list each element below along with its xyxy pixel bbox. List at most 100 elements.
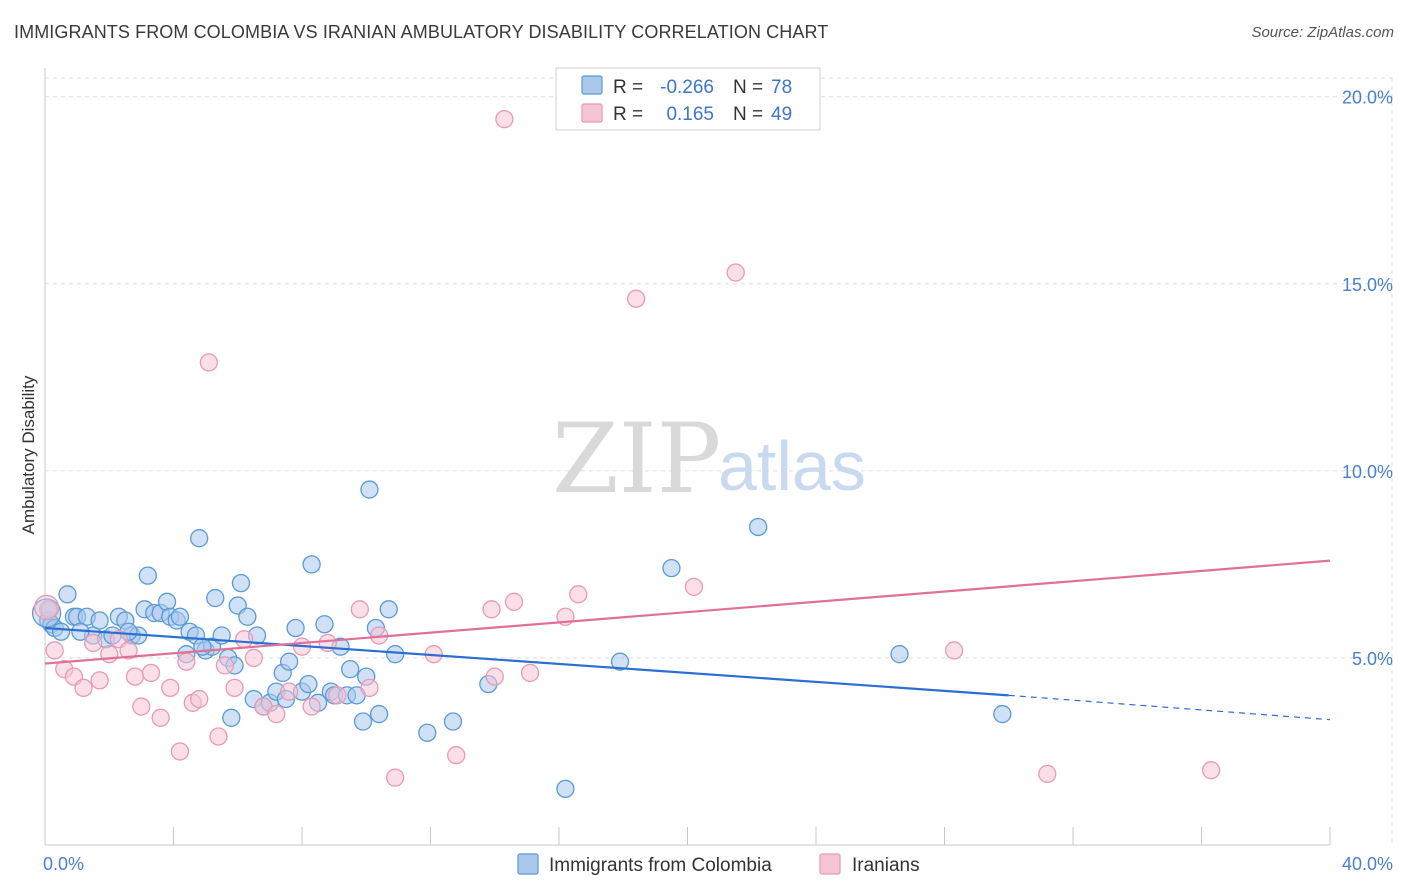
iranians-point-33 <box>360 678 379 698</box>
colombia-point-36 <box>231 573 251 593</box>
bottom-legend-swatch-iranians <box>819 853 841 875</box>
iranians-point-32 <box>350 600 369 619</box>
chart-title: IMMIGRANTS FROM COLOMBIA VS IRANIAN AMBU… <box>14 22 829 42</box>
colombia-point-65 <box>418 723 437 742</box>
iranians-cluster-point <box>33 594 60 621</box>
watermark: ZIP atlas <box>552 403 866 515</box>
bottom-legend-swatch-colombia <box>517 853 539 875</box>
legend-r-value-colombia: -0.266 <box>660 77 714 98</box>
legend-swatch-colombia <box>581 75 603 95</box>
series-iranians <box>39 110 1057 787</box>
iranians-point-27 <box>279 682 299 701</box>
colombia-point-72 <box>890 645 909 664</box>
iranians-point-16 <box>177 652 196 671</box>
colombia-point-58 <box>353 712 373 731</box>
extra-point-0 <box>1201 761 1221 780</box>
iranians-point-10 <box>125 667 145 686</box>
watermark-zip: ZIP <box>552 403 721 515</box>
iranians-point-40 <box>504 592 524 611</box>
y-tick-labels: 5.0% 10.0% 15.0% 20.0% <box>1342 88 1393 669</box>
iranians-point-23 <box>235 630 254 649</box>
legend-r-value-iranians: 0.165 <box>666 104 714 125</box>
colombia-point-30 <box>206 588 225 608</box>
legend-box: R = -0.266 N = 78 R = 0.165 N = 49 <box>555 67 821 131</box>
colombia-point-9 <box>90 611 109 630</box>
x-tick-label-0: 0.0% <box>43 854 84 874</box>
bottom-legend: Immigrants from Colombia Iranians <box>517 853 920 876</box>
legend-swatch-iranians <box>581 103 603 123</box>
colombia-point-20 <box>157 592 177 611</box>
iranians-point-7 <box>100 645 119 664</box>
iranians-point-48 <box>1038 764 1057 784</box>
colombia-point-4 <box>58 585 77 604</box>
colombia-point-64 <box>386 645 405 664</box>
colombia-point-23 <box>170 607 190 626</box>
iranians-point-5 <box>84 633 103 653</box>
iranians-point-20 <box>209 727 228 746</box>
colombia-point-60 <box>360 480 379 499</box>
iranians-point-6 <box>90 671 109 690</box>
iranians-point-1 <box>45 641 64 660</box>
colombia-point-68 <box>556 779 575 799</box>
colombia-trend-line <box>44 626 1009 697</box>
iranians-point-31 <box>328 686 347 705</box>
iranians-point-0 <box>39 600 58 619</box>
colombia-point-17 <box>138 566 157 585</box>
iranians-point-24 <box>244 648 263 668</box>
colombia-point-56 <box>341 660 360 679</box>
iranians-point-37 <box>447 746 466 765</box>
bottom-legend-label-colombia: Immigrants from Colombia <box>549 855 772 876</box>
y-tick-label-1: 10.0% <box>1342 462 1393 482</box>
colombia-point-71 <box>749 517 768 537</box>
y-tick-label-3: 20.0% <box>1342 88 1393 108</box>
iranians-point-43 <box>569 585 588 604</box>
iranians-point-45 <box>684 577 704 596</box>
colombia-point-62 <box>369 704 389 724</box>
legend-n-label-colombia: N = <box>733 77 763 98</box>
legend-r-label-iranians: R = <box>613 104 643 125</box>
iranians-point-41 <box>520 663 540 683</box>
bottom-legend-label-iranians: Iranians <box>852 855 920 876</box>
iranians-point-18 <box>190 689 209 709</box>
iranians-point-12 <box>141 663 161 683</box>
colombia-point-51 <box>315 615 334 634</box>
y-tick-label-0: 5.0% <box>1352 649 1393 669</box>
iranians-point-44 <box>626 289 646 308</box>
iranians-point-4 <box>74 678 93 698</box>
iranians-point-15 <box>170 742 190 761</box>
x-tick-label-1: 40.0% <box>1342 854 1393 874</box>
colombia-point-27 <box>190 529 209 548</box>
y-axis-label: Ambulatory Disability <box>19 375 38 534</box>
legend-n-value-iranians: 49 <box>771 104 792 125</box>
legend-n-label-iranians: N = <box>733 104 763 125</box>
colombia-point-69 <box>610 652 630 671</box>
iranians-point-26 <box>267 704 286 724</box>
axes <box>44 68 1331 846</box>
iranians-point-39 <box>495 110 514 129</box>
legend-n-value-colombia: 78 <box>771 77 792 98</box>
colombia-point-37 <box>238 607 257 626</box>
colombia-point-3 <box>51 622 71 641</box>
colombia-point-63 <box>379 600 398 619</box>
colombia-point-49 <box>302 555 321 574</box>
x-tick-labels: 0.0% 40.0% <box>43 854 1393 874</box>
iranians-point-38 <box>482 600 501 619</box>
source-label: Source: ZipAtlas.com <box>1251 24 1394 41</box>
colombia-point-66 <box>443 712 463 731</box>
trend-lines <box>44 559 1331 721</box>
colombia-point-48 <box>299 674 318 694</box>
iranians-point-14 <box>161 678 180 698</box>
colombia-point-46 <box>286 618 305 638</box>
iranians-point-46 <box>726 263 745 282</box>
colombia-point-70 <box>662 558 681 578</box>
iranians-point-22 <box>225 678 244 698</box>
colombia-point-33 <box>222 708 241 727</box>
watermark-atlas: atlas <box>718 427 866 505</box>
colombia-point-77 <box>193 637 212 656</box>
iranians-point-19 <box>199 353 218 372</box>
iranians-point-21 <box>215 656 235 675</box>
iranians-point-35 <box>386 768 405 787</box>
iranians-trend-line <box>44 559 1331 665</box>
colombia-trend-extension <box>1008 694 1331 721</box>
